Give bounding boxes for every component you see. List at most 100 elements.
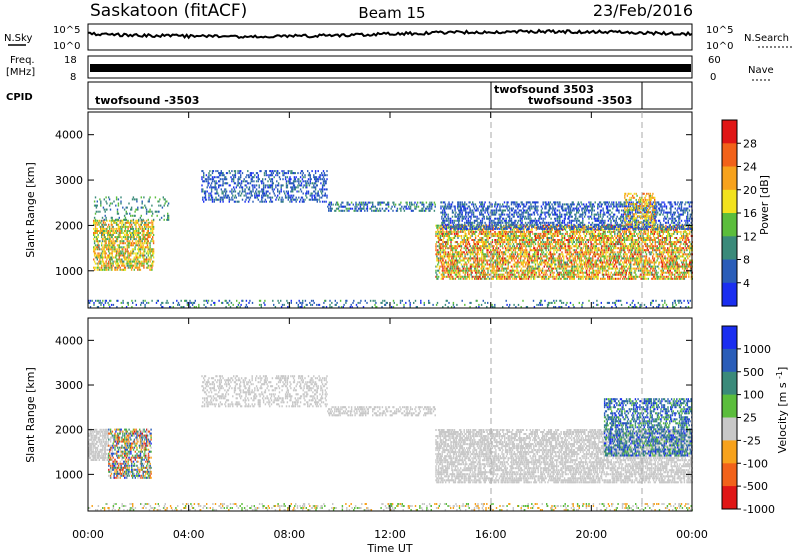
- data-cell: [498, 239, 501, 241]
- data-cell: [597, 249, 599, 252]
- data-cell: [97, 254, 99, 257]
- data-cell: [534, 253, 537, 256]
- data-cell: [588, 257, 590, 260]
- data-cell: [138, 256, 141, 259]
- data-cell: [101, 232, 103, 234]
- data-cell: [494, 251, 496, 254]
- data-cell: [534, 265, 537, 268]
- data-cell: [115, 264, 118, 267]
- data-cell: [93, 248, 96, 251]
- data-cell: [528, 269, 531, 272]
- data-cell: [240, 176, 242, 179]
- data-cell: [107, 236, 109, 239]
- data-cell: [559, 271, 561, 274]
- data-cell: [550, 259, 553, 262]
- data-cell: [130, 264, 132, 267]
- data-cell: [488, 237, 490, 239]
- data-cell: [531, 249, 533, 252]
- data-cell: [271, 182, 274, 185]
- data-cell: [544, 241, 546, 244]
- data-cell: [120, 219, 122, 222]
- data-cell: [142, 256, 144, 259]
- data-cell: [104, 238, 106, 241]
- data-cell: [530, 269, 532, 272]
- data-cell: [93, 252, 96, 255]
- data-cell: [511, 239, 513, 241]
- data-cell: [483, 241, 486, 244]
- data-cell: [121, 268, 123, 271]
- data-cell: [204, 190, 207, 193]
- data-cell: [436, 230, 438, 233]
- data-cell: [469, 251, 472, 254]
- data-cell: [262, 182, 265, 185]
- data-cell: [524, 269, 526, 272]
- data-cell: [304, 180, 306, 183]
- data-cell: [274, 194, 276, 197]
- data-cell: [126, 225, 128, 228]
- data-cell: [521, 249, 523, 252]
- data-cell: [355, 201, 357, 204]
- data-cell: [527, 243, 530, 246]
- data-cell: [98, 219, 100, 222]
- data-cell: [143, 196, 145, 199]
- data-cell: [249, 182, 252, 185]
- data-cell: [497, 241, 499, 244]
- data-cell: [141, 262, 143, 265]
- data-cell: [463, 237, 465, 239]
- data-cell: [451, 245, 453, 248]
- data-cell: [467, 259, 469, 262]
- data-cell: [578, 265, 581, 268]
- data-cell: [580, 277, 582, 280]
- data-cell: [591, 261, 593, 264]
- data-cell: [556, 239, 559, 241]
- data-cell: [318, 176, 320, 179]
- data-cell: [229, 184, 231, 187]
- data-cell: [570, 261, 573, 264]
- data-cell: [559, 263, 561, 266]
- data-cell: [438, 267, 441, 270]
- data-cell: [572, 257, 575, 260]
- data-cell: [474, 235, 477, 237]
- data-cell: [118, 252, 120, 255]
- data-cell: [504, 253, 507, 256]
- data-cell: [136, 260, 138, 263]
- data-cell: [550, 253, 553, 256]
- data-cell: [458, 253, 460, 256]
- data-cell: [95, 204, 98, 207]
- data-cell: [474, 247, 477, 250]
- data-cell: [386, 207, 388, 210]
- data-cell: [556, 259, 559, 262]
- data-cell: [283, 174, 285, 177]
- data-cell: [123, 230, 126, 232]
- data-cell: [513, 232, 516, 235]
- data-cell: [112, 246, 114, 249]
- data-cell: [116, 264, 119, 267]
- data-cell: [598, 239, 600, 241]
- data-cell: [149, 268, 151, 271]
- data-cell: [280, 184, 282, 187]
- data-cell: [427, 207, 429, 210]
- data-cell: [142, 218, 144, 221]
- data-cell: [329, 201, 332, 204]
- data-cell: [545, 277, 547, 280]
- data-cell: [277, 170, 279, 173]
- data-cell: [141, 240, 143, 243]
- data-cell: [548, 243, 551, 246]
- data-cell: [497, 253, 499, 256]
- data-cell: [576, 230, 578, 233]
- data-cell: [93, 219, 96, 222]
- data-cell: [129, 240, 131, 243]
- data-cell: [257, 174, 259, 177]
- data-cell: [570, 239, 572, 241]
- data-cell: [567, 253, 569, 256]
- data-cell: [446, 271, 449, 274]
- data-cell: [133, 221, 135, 224]
- data-cell: [598, 271, 600, 274]
- data-cell: [520, 277, 523, 280]
- data-cell: [460, 269, 463, 272]
- data-cell: [245, 192, 247, 195]
- data-cell: [150, 254, 152, 257]
- data-cell: [437, 245, 439, 248]
- data-cell: [582, 241, 584, 244]
- data-cell: [521, 232, 523, 235]
